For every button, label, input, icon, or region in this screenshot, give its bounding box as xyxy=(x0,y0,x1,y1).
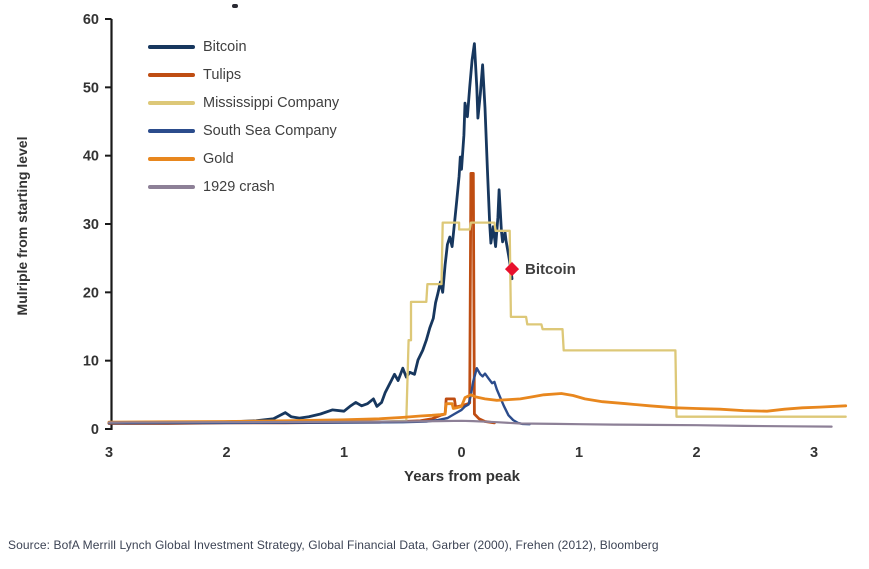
stray-mark xyxy=(232,4,238,8)
legend-item-tulips: Tulips xyxy=(148,61,339,89)
x-axis-title: Years from peak xyxy=(404,468,520,485)
crash-1929-line-swatch xyxy=(148,185,195,189)
svg-text:60: 60 xyxy=(83,12,99,28)
series-lines xyxy=(107,42,848,428)
series-line-1929-crash xyxy=(107,419,833,428)
svg-text:50: 50 xyxy=(83,80,99,96)
svg-text:10: 10 xyxy=(83,354,99,370)
legend-label: Gold xyxy=(203,151,234,167)
x-axis-ticks: 3 2 1 0 1 2 3 xyxy=(105,445,818,461)
legend-item-mississippi-company: Mississippi Company xyxy=(148,89,339,117)
legend-item-gold: Gold xyxy=(148,145,339,173)
legend-item-bitcoin: Bitcoin xyxy=(148,33,339,61)
svg-text:1: 1 xyxy=(340,445,348,461)
legend-item-1929-crash: 1929 crash xyxy=(148,173,339,201)
y-axis-title: Mulriple from starting level xyxy=(14,136,30,316)
annotation-label: Bitcoin xyxy=(525,261,576,278)
svg-text:30: 30 xyxy=(83,217,99,233)
diamond-icon xyxy=(504,262,520,277)
tulips-line-swatch xyxy=(148,73,195,77)
legend-label: Bitcoin xyxy=(203,39,247,55)
svg-text:2: 2 xyxy=(222,445,230,461)
legend-item-south-sea-company: South Sea Company xyxy=(148,117,339,145)
svg-text:2: 2 xyxy=(692,445,700,461)
gold-line-swatch xyxy=(148,157,195,161)
svg-text:3: 3 xyxy=(810,445,818,461)
south-sea-line-swatch xyxy=(148,129,195,133)
svg-text:40: 40 xyxy=(83,149,99,165)
bitcoin-annotation: Bitcoin xyxy=(504,261,576,278)
series-line-mississippi-company xyxy=(107,221,847,424)
source-note: Source: BofA Merrill Lynch Global Invest… xyxy=(8,538,659,552)
svg-text:3: 3 xyxy=(105,445,113,461)
y-axis-ticks: 0 10 20 30 40 50 60 xyxy=(83,12,112,438)
legend: Bitcoin Tulips Mississippi Company South… xyxy=(148,33,339,201)
legend-label: Mississippi Company xyxy=(203,95,340,111)
series-line-bitcoin xyxy=(107,42,514,425)
legend-label: South Sea Company xyxy=(203,123,337,139)
legend-label: Tulips xyxy=(203,67,242,83)
bitcoin-line-swatch xyxy=(148,45,195,49)
svg-text:1: 1 xyxy=(575,445,583,461)
svg-text:0: 0 xyxy=(91,422,99,438)
mississippi-line-swatch xyxy=(148,101,195,105)
svg-text:20: 20 xyxy=(83,285,99,301)
legend-label: 1929 crash xyxy=(203,179,275,195)
series-line-gold xyxy=(107,392,848,424)
svg-text:0: 0 xyxy=(457,445,465,461)
